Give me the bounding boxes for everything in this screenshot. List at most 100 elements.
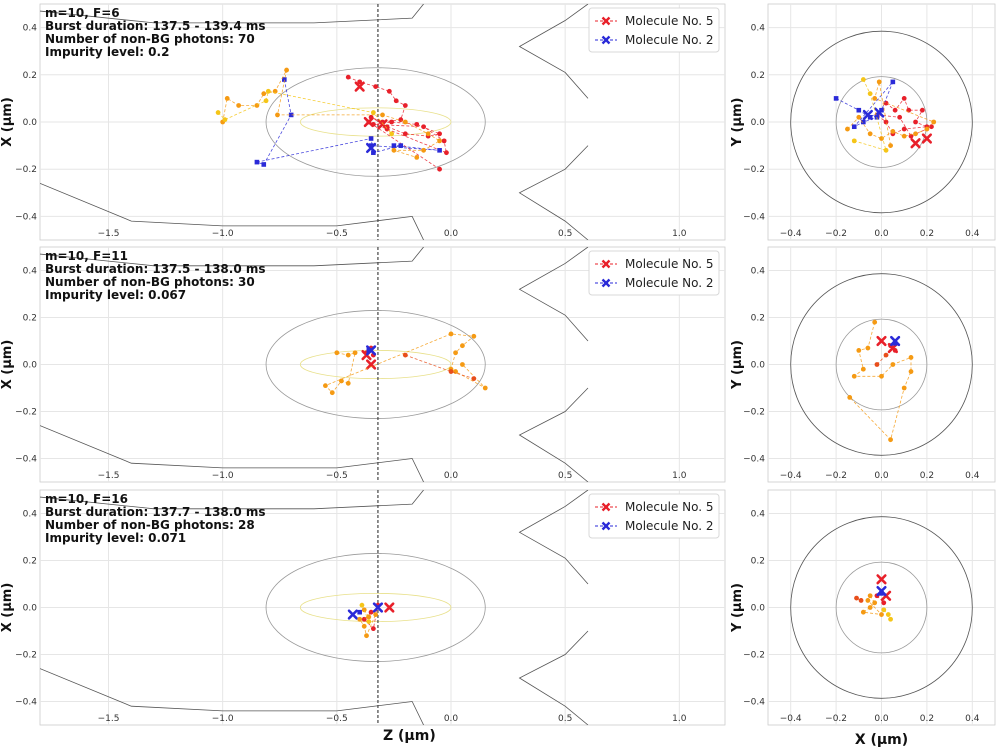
data-point bbox=[261, 91, 267, 97]
data-point bbox=[421, 124, 426, 130]
data-point bbox=[370, 110, 376, 115]
data-point bbox=[861, 119, 866, 125]
data-point bbox=[339, 378, 344, 384]
data-point bbox=[386, 88, 392, 94]
data-point bbox=[373, 612, 379, 617]
series-line-amber bbox=[217, 90, 392, 135]
x-marker bbox=[363, 116, 374, 128]
annotation-line: Impurity level: 0.067 bbox=[45, 288, 186, 302]
contour-boundary-right-top bbox=[518, 490, 589, 585]
annotation-line: Burst duration: 137.5 - 139.4 ms bbox=[45, 19, 266, 33]
y-tick-label: 0.4 bbox=[23, 510, 38, 520]
data-point bbox=[471, 333, 477, 339]
data-point bbox=[883, 352, 889, 358]
data-point bbox=[890, 362, 896, 367]
x-marker bbox=[377, 119, 388, 130]
data-point bbox=[851, 138, 857, 144]
data-point bbox=[881, 600, 887, 606]
x-tick-label: −0.5 bbox=[326, 471, 348, 481]
data-point bbox=[215, 110, 221, 115]
contour-boundary-right-top bbox=[518, 4, 589, 99]
x-tick-label: −1.0 bbox=[212, 714, 234, 724]
y-tick-label: −0.2 bbox=[743, 408, 765, 418]
plot-content bbox=[40, 4, 589, 240]
plot-content bbox=[40, 490, 589, 725]
x-marker bbox=[874, 107, 885, 118]
x-tick-label: −1.0 bbox=[212, 471, 234, 481]
data-point bbox=[876, 79, 882, 85]
data-point bbox=[901, 133, 907, 139]
contour-inner bbox=[299, 349, 452, 379]
y-tick-label: 0.0 bbox=[23, 604, 38, 614]
y-tick-label: −0.4 bbox=[15, 698, 37, 708]
contour-outer-circle bbox=[790, 30, 973, 214]
x-marker bbox=[876, 585, 887, 597]
x-tick-label: 0.0 bbox=[874, 714, 889, 724]
series-line-orange bbox=[847, 81, 935, 146]
y-tick-label: 0.2 bbox=[23, 557, 37, 567]
plot-content bbox=[790, 273, 973, 456]
x-tick-label: 0.4 bbox=[965, 714, 980, 724]
x-tick-label: 0.4 bbox=[965, 229, 980, 239]
data-point bbox=[931, 119, 937, 125]
x-tick-label: −0.4 bbox=[780, 714, 802, 724]
data-point bbox=[371, 150, 376, 155]
y-tick-label: 0.2 bbox=[751, 557, 765, 567]
data-point bbox=[897, 114, 903, 120]
data-point bbox=[460, 343, 465, 349]
y-tick-label: −0.2 bbox=[743, 651, 765, 661]
data-point bbox=[361, 623, 367, 629]
data-point bbox=[323, 383, 328, 389]
y-axis-label: Y (μm) bbox=[730, 340, 745, 390]
data-point bbox=[414, 155, 420, 160]
series-line-moleculeno5 bbox=[875, 97, 932, 137]
data-point bbox=[860, 609, 866, 615]
contour-inner bbox=[299, 107, 452, 137]
data-point bbox=[448, 331, 454, 337]
annotation-line: Burst duration: 137.7 - 138.0 ms bbox=[45, 505, 266, 519]
x-tick-label: −0.4 bbox=[780, 471, 802, 481]
y-tick-label: 0.2 bbox=[23, 71, 37, 81]
y-tick-label: 0.4 bbox=[751, 267, 766, 277]
legend-marker bbox=[601, 502, 611, 512]
y-tick-label: −0.2 bbox=[15, 408, 37, 418]
data-point bbox=[913, 119, 918, 125]
y-tick-label: 0.0 bbox=[23, 118, 38, 128]
data-point bbox=[389, 119, 395, 125]
data-point bbox=[833, 96, 839, 101]
y-tick-label: 0.0 bbox=[751, 118, 766, 128]
data-point bbox=[890, 129, 896, 134]
data-point bbox=[364, 633, 369, 639]
data-point bbox=[872, 600, 878, 606]
data-point bbox=[368, 136, 374, 141]
annotation-line: Number of non-BG photons: 28 bbox=[45, 518, 255, 532]
x-marker bbox=[365, 142, 377, 154]
data-point bbox=[329, 390, 335, 396]
data-point bbox=[437, 166, 442, 172]
contour-boundary-bottom bbox=[40, 668, 424, 725]
series-line-moleculeno5 bbox=[348, 76, 447, 170]
data-point bbox=[845, 126, 850, 132]
y-axis-label: X (μm) bbox=[0, 97, 15, 147]
row1-left: −1.5 −1.0 −0.5 0.0 0.5 1.0 0.4 0.2 0.0 −0.2 −0.4 X … bbox=[0, 3, 726, 241]
y-axis-label: X (μm) bbox=[0, 583, 15, 633]
data-point bbox=[856, 114, 862, 120]
legend-marker bbox=[601, 35, 611, 45]
x-tick-label: −0.2 bbox=[825, 714, 847, 724]
data-point bbox=[391, 147, 397, 153]
data-point bbox=[357, 616, 363, 622]
contour-boundary-right-bottom bbox=[518, 387, 589, 482]
data-point bbox=[867, 605, 873, 610]
x-marker bbox=[365, 359, 377, 370]
legend-marker bbox=[601, 16, 611, 26]
data-point bbox=[872, 319, 878, 325]
annotation-line: Impurity level: 0.071 bbox=[45, 531, 186, 545]
data-point bbox=[482, 385, 488, 391]
data-point bbox=[858, 598, 864, 603]
data-point bbox=[352, 350, 358, 356]
data-point bbox=[890, 79, 896, 85]
data-point bbox=[334, 350, 340, 356]
row3-right: −0.4 −0.2 0.0 0.2 0.4 0.4 0.2 0.0 −0.2 −0.4 Y (μm)… bbox=[730, 489, 996, 748]
x-tick-label: −0.5 bbox=[326, 714, 348, 724]
legend-marker bbox=[601, 278, 611, 288]
